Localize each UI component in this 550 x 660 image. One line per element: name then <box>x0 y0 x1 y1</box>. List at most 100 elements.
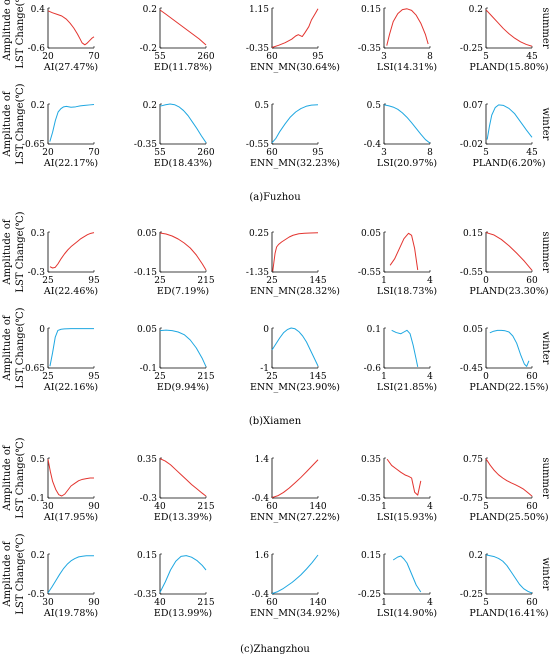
y-tick-label: 0.05 <box>137 325 157 335</box>
y-tick-label: -0.35 <box>134 590 157 600</box>
x-axis-label: LSI(18.73%) <box>377 286 437 297</box>
x-tick-label: 140 <box>309 502 326 512</box>
y-tick-label: 0.5 <box>255 101 270 111</box>
x-tick-label: 5 <box>483 502 489 512</box>
x-tick-label: 260 <box>197 52 214 62</box>
series-line-winter <box>159 329 207 367</box>
x-tick-label: 1 <box>381 372 387 382</box>
x-tick-label: 145 <box>309 372 326 382</box>
series-line-winter <box>271 104 319 144</box>
x-tick-label: 60 <box>526 276 538 286</box>
x-tick-label: 4 <box>427 276 433 286</box>
x-tick-label: 260 <box>197 148 214 158</box>
x-tick-label: 140 <box>309 598 326 608</box>
x-tick-label: 60 <box>526 502 538 512</box>
y-tick-label: 1.15 <box>249 5 269 15</box>
y-tick-label: 1.4 <box>255 455 270 465</box>
x-tick-label: 60 <box>266 52 278 62</box>
y-tick-label: 0.15 <box>463 229 483 239</box>
x-tick-label: 60 <box>526 372 538 382</box>
x-tick-label: 0 <box>483 372 489 382</box>
x-axis-label: AI(17.95%) <box>43 512 98 523</box>
series-line-summer <box>159 458 207 497</box>
y-tick-label: -0.35 <box>246 44 269 54</box>
series-line-winter <box>485 554 533 594</box>
x-axis-label: LSI(21.85%) <box>377 382 437 393</box>
y-tick-label: -0.4 <box>252 494 270 504</box>
x-axis-label: LSI(14.90%) <box>377 608 437 619</box>
y-tick-label: 0.2 <box>469 5 483 15</box>
x-tick-label: 60 <box>266 148 278 158</box>
y-tick-label: 0.35 <box>361 455 381 465</box>
y-axis-label-line: Amplitude of <box>2 540 13 607</box>
y-tick-label: -1.35 <box>246 268 269 278</box>
x-axis-label: ED(11.78%) <box>154 62 212 73</box>
x-tick-label: 5 <box>483 52 489 62</box>
x-axis-label: AI(22.16%) <box>43 382 98 393</box>
caption-fuzhou: (a)Fuzhou <box>249 192 301 203</box>
season-label: summer <box>540 457 550 498</box>
y-tick-label: 0.2 <box>31 551 45 561</box>
series-line-summer <box>47 10 95 46</box>
y-tick-label: -0.4 <box>364 140 382 150</box>
series-line-winter <box>392 555 422 593</box>
y-axis-label-line: LST Change(℃) <box>15 437 26 518</box>
x-tick-label: 3 <box>381 148 387 158</box>
y-axis-label-line: Amplitude of <box>2 314 13 381</box>
y-axis-label-line: LST Change(℃) <box>15 83 26 164</box>
x-tick-label: 25 <box>42 372 54 382</box>
series-line-winter <box>159 103 207 143</box>
x-axis-label: LSI(14.31%) <box>377 62 437 73</box>
x-tick-label: 55 <box>154 148 166 158</box>
x-tick-label: 30 <box>42 598 54 608</box>
x-axis-label: ENN_MN(23.90%) <box>250 382 340 393</box>
y-tick-label: -0.25 <box>460 44 483 54</box>
x-tick-label: 95 <box>312 148 324 158</box>
x-tick-label: 145 <box>309 276 326 286</box>
x-tick-label: 5 <box>483 598 489 608</box>
season-labels: summer winter summer winter summer winter <box>540 7 550 590</box>
season-label: summer <box>540 7 550 48</box>
x-axis-label: ED(13.39%) <box>154 512 212 523</box>
y-tick-label: -0.65 <box>22 140 45 150</box>
y-tick-label: 0.2 <box>143 101 157 111</box>
x-tick-label: 20 <box>42 148 54 158</box>
series-line-summer <box>485 232 533 271</box>
x-axis-label: PLAND(15.80%) <box>469 62 548 73</box>
y-tick-label: -0.5 <box>28 590 46 600</box>
y-tick-label: -0.55 <box>246 140 269 150</box>
x-axis-label: PLAND(16.41%) <box>469 608 548 619</box>
x-tick-label: 215 <box>197 276 214 286</box>
x-tick-label: 45 <box>526 52 538 62</box>
y-tick-label: 0.25 <box>249 229 269 239</box>
x-axis-label: PLAND(25.50%) <box>469 512 548 523</box>
y-tick-label: -0.65 <box>22 364 45 374</box>
caption-zhangzhou: (c)Zhangzhou <box>240 644 310 655</box>
y-tick-label: 0.07 <box>463 101 483 111</box>
series-line-summer <box>389 232 419 271</box>
series-line-winter <box>489 329 530 367</box>
y-tick-label: -0.1 <box>28 494 45 504</box>
x-tick-label: 60 <box>526 598 538 608</box>
y-tick-label: -0.25 <box>460 590 483 600</box>
x-tick-label: 8 <box>427 52 433 62</box>
y-axis-label-line: LST Change(℃) <box>15 307 26 388</box>
x-axis-label: PLAND(23.30%) <box>469 286 548 297</box>
y-tick-label: -0.45 <box>460 364 483 374</box>
y-tick-label: -0.75 <box>460 494 483 504</box>
x-axis-label: AI(22.46%) <box>43 286 98 297</box>
x-tick-label: 40 <box>154 502 166 512</box>
y-tick-label: 0.05 <box>463 325 483 335</box>
y-axis-label: Amplitude of LST Change(℃) <box>2 307 26 388</box>
y-tick-label: -0.25 <box>358 590 381 600</box>
